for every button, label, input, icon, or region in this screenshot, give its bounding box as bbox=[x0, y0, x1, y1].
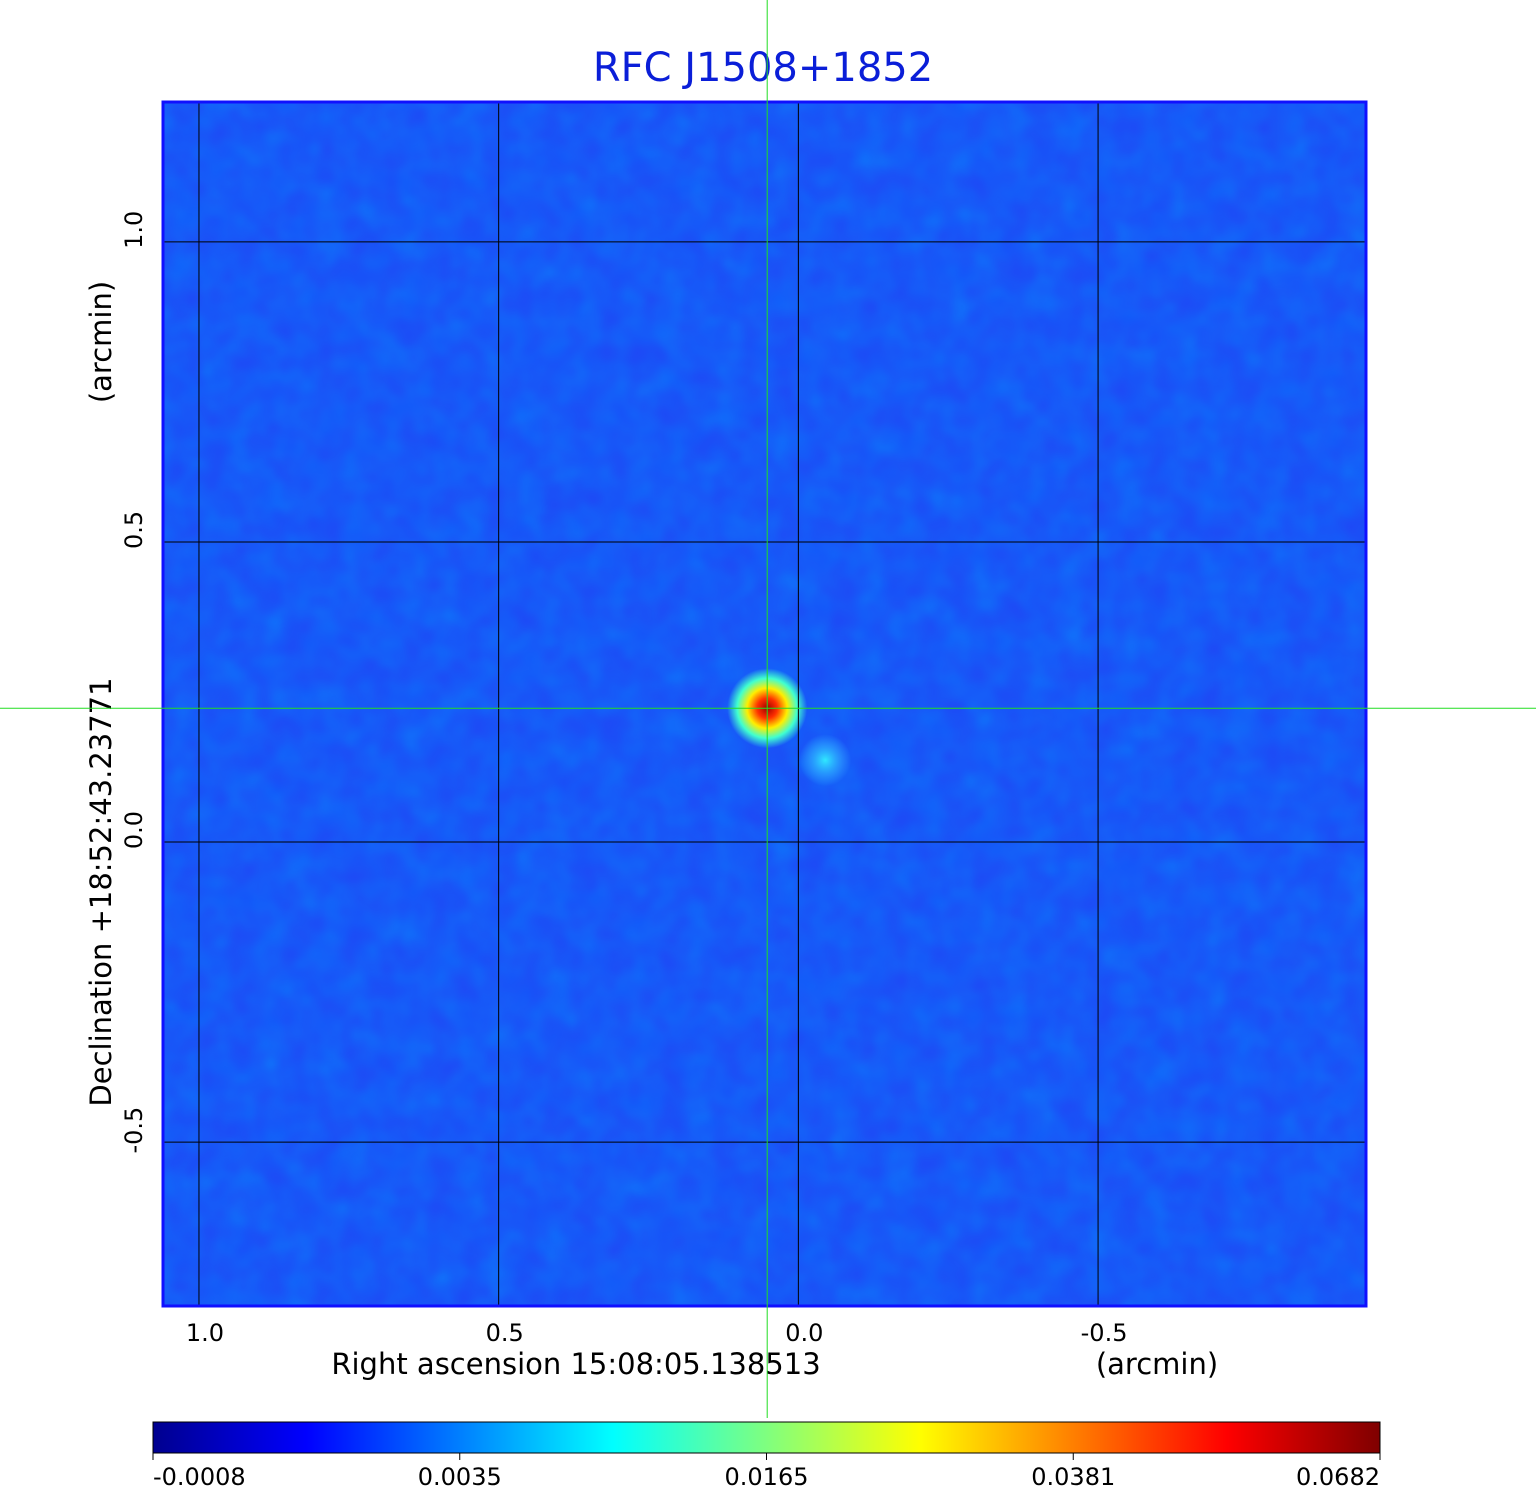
x-tick-label: 1.0 bbox=[186, 1319, 224, 1347]
colorbar bbox=[152, 1421, 1381, 1454]
y-axis-unit: (arcmin) bbox=[84, 281, 118, 403]
chart-title: RFC J1508+1852 bbox=[593, 45, 933, 91]
source-component bbox=[799, 734, 852, 787]
colorbar-tick-label: 0.0035 bbox=[418, 1463, 502, 1491]
y-tick-label: 1.0 bbox=[120, 211, 148, 249]
y-tick-label: 0.0 bbox=[120, 811, 148, 849]
x-tick-label: -0.5 bbox=[1081, 1319, 1128, 1347]
colorbar-tick-label: -0.0008 bbox=[153, 1463, 246, 1491]
y-axis-label: Declination +18:52:43.23771 bbox=[84, 677, 118, 1106]
x-tick-label: 0.5 bbox=[486, 1319, 524, 1347]
plot-area bbox=[161, 100, 1368, 1308]
x-tick-label: 0.0 bbox=[785, 1319, 823, 1347]
x-axis-unit: (arcmin) bbox=[1096, 1347, 1218, 1381]
colorbar-tick-label: 0.0682 bbox=[1296, 1463, 1380, 1491]
x-axis-label: Right ascension 15:08:05.138513 bbox=[331, 1347, 820, 1381]
plot-border bbox=[161, 100, 1368, 1308]
colorbar-tick-label: 0.0165 bbox=[725, 1463, 809, 1491]
y-tick-label: 0.5 bbox=[120, 511, 148, 549]
colorbar-tick-label: 0.0381 bbox=[1031, 1463, 1115, 1491]
y-tick-label: -0.5 bbox=[120, 1107, 148, 1154]
